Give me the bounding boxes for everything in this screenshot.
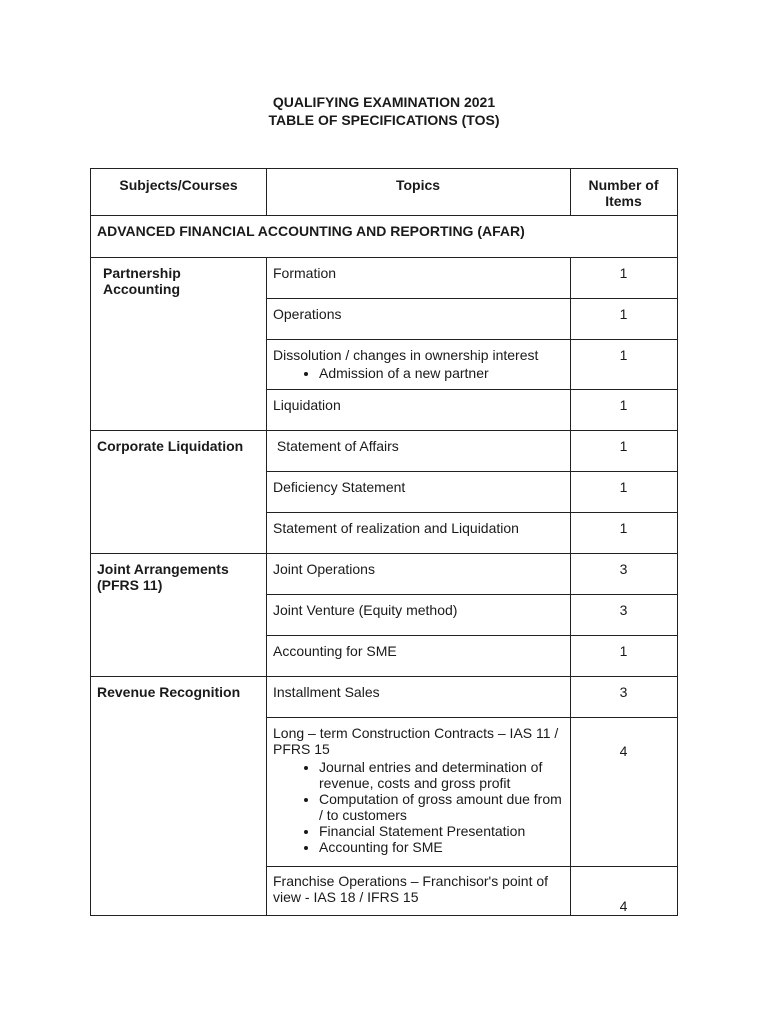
document-title: QUALIFYING EXAMINATION 2021 [272, 94, 496, 110]
header-subjects: Subjects/Courses [119, 177, 238, 193]
row-divider [91, 257, 677, 258]
topic-bullet: Computation of gross amount due from / t… [319, 791, 563, 823]
row-divider [266, 635, 677, 636]
column-divider [266, 169, 267, 215]
topic-cell: Franchise Operations – Franchisor's poin… [266, 866, 570, 916]
number-of-items: 1 [619, 265, 628, 281]
topic-text: Installment Sales [273, 684, 380, 700]
column-divider [266, 257, 267, 916]
topic-bullet-list: Journal entries and determination of rev… [273, 759, 563, 855]
row-divider [91, 430, 677, 431]
header-number-of-items: Number of Items [588, 177, 659, 209]
topic-text: Joint Operations [273, 561, 375, 577]
row-divider [266, 866, 677, 867]
topic-text: Long – term Construction Contracts – IAS… [273, 725, 563, 757]
topic-cell: Accounting for SME [266, 635, 570, 676]
row-divider [266, 298, 677, 299]
row-divider [266, 594, 677, 595]
number-of-items: 1 [619, 306, 628, 322]
topic-bullet: Admission of a new partner [319, 365, 563, 381]
row-divider [91, 553, 677, 554]
number-of-items: 3 [619, 561, 628, 577]
topic-text: Operations [273, 306, 342, 322]
topic-cell: Statement of Affairs [266, 430, 570, 471]
topic-cell: Joint Operations [266, 553, 570, 594]
column-divider [570, 257, 571, 916]
topic-bullet-list: Admission of a new partner [273, 365, 563, 381]
document-subtitle: TABLE OF SPECIFICATIONS (TOS) [268, 112, 500, 128]
topic-cell: Liquidation [266, 389, 570, 430]
topic-cell: Operations [266, 298, 570, 339]
subject-cell: Revenue Recognition [97, 684, 241, 700]
column-divider [570, 169, 571, 215]
topic-bullet: Financial Statement Presentation [319, 823, 563, 839]
row-divider [91, 215, 677, 216]
number-of-items: 1 [619, 643, 628, 659]
row-divider [266, 512, 677, 513]
number-of-items: 1 [619, 397, 628, 413]
topic-cell: Joint Venture (Equity method) [266, 594, 570, 635]
number-of-items: 4 [619, 898, 628, 914]
specifications-table: Subjects/Courses Topics Number of Items ADV… [90, 168, 678, 916]
topic-bullet: Journal entries and determination of rev… [319, 759, 563, 791]
row-divider [91, 676, 677, 677]
number-of-items: 1 [619, 479, 628, 495]
topic-cell: Deficiency Statement [266, 471, 570, 512]
topic-cell: Dissolution / changes in ownership inter… [266, 339, 570, 389]
number-of-items: 4 [619, 743, 628, 759]
topic-text: Deficiency Statement [273, 479, 406, 495]
topic-cell: Statement of realization and Liquidation [266, 512, 570, 553]
topic-text: Statement of realization and Liquidation [273, 520, 519, 536]
topic-bullet: Accounting for SME [319, 839, 563, 855]
subject-cell: Joint Arrangements (PFRS 11) [97, 561, 229, 593]
subject-cell: Corporate Liquidation [97, 438, 244, 454]
topic-cell: Installment Sales [266, 676, 570, 717]
section-title-afar: ADVANCED FINANCIAL ACCOUNTING AND REPORT… [97, 223, 525, 239]
topic-text: Joint Venture (Equity method) [273, 602, 458, 618]
row-divider [266, 717, 677, 718]
number-of-items: 3 [619, 602, 628, 618]
topic-text: Liquidation [273, 397, 341, 413]
row-divider [266, 389, 677, 390]
number-of-items: 3 [619, 684, 628, 700]
topic-text: Formation [273, 265, 337, 281]
topic-text: Statement of Affairs [273, 438, 399, 454]
number-of-items: 1 [619, 520, 628, 536]
row-divider [266, 471, 677, 472]
number-of-items: 1 [619, 347, 628, 363]
topic-cell: Long – term Construction Contracts – IAS… [266, 717, 570, 866]
topic-text: Dissolution / changes in ownership inter… [273, 347, 539, 363]
topic-text: Franchise Operations – Franchisor's poin… [273, 873, 552, 905]
subject-cell: Partnership Accounting [103, 265, 181, 297]
row-divider [266, 339, 677, 340]
header-topics: Topics [395, 177, 441, 193]
number-of-items: 1 [619, 438, 628, 454]
topic-cell: Formation [266, 257, 570, 298]
topic-text: Accounting for SME [273, 643, 397, 659]
